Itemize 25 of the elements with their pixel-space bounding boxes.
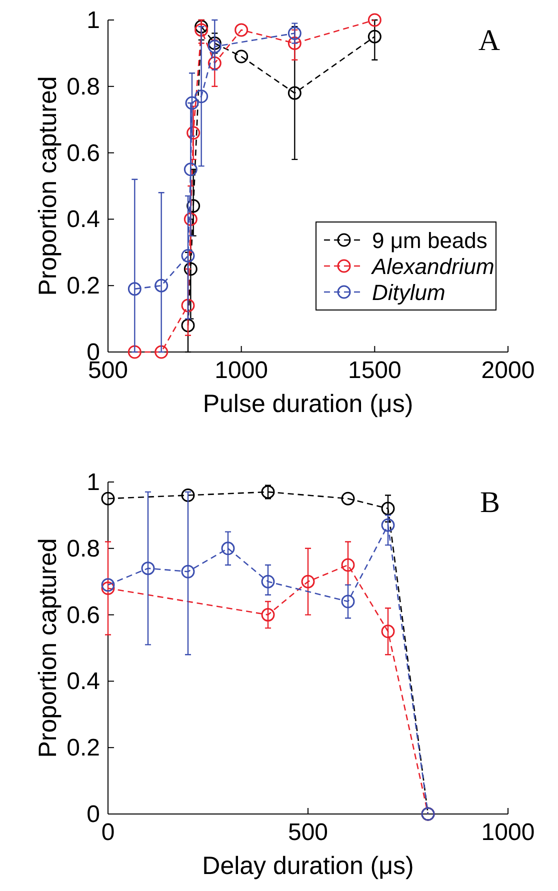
y-tick-label: 0.4 xyxy=(66,668,100,696)
x-axis-title: Delay duration (μs) xyxy=(202,852,414,880)
x-axis-title: Pulse duration (μs) xyxy=(202,390,414,418)
legend-label: Alexandrium xyxy=(370,254,494,279)
y-axis-title: Proportion captured xyxy=(34,538,62,758)
annotation: A xyxy=(478,24,500,57)
y-tick-label: 1 xyxy=(86,469,100,496)
y-tick-label: 0.2 xyxy=(66,272,100,300)
y-tick-label: 0.6 xyxy=(66,602,100,629)
x-tick-label: 500 xyxy=(288,819,328,846)
annotation: B xyxy=(480,486,500,519)
y-tick-label: 0.8 xyxy=(66,73,100,100)
x-tick-label: 1000 xyxy=(214,357,268,384)
legend-label: 9 μm beads xyxy=(372,228,488,253)
y-axis-title: Proportion captured xyxy=(34,76,62,296)
y-tick-label: 0.2 xyxy=(66,734,100,762)
y-tick-label: 1 xyxy=(86,7,100,34)
x-tick-label: 1500 xyxy=(348,357,402,384)
x-tick-label: 2000 xyxy=(481,357,535,384)
y-tick-label: 0.6 xyxy=(66,140,100,167)
x-tick-label: 1000 xyxy=(481,819,535,846)
y-tick-label: 0.4 xyxy=(66,206,100,234)
y-tick-label: 0.8 xyxy=(66,535,100,562)
legend-label: Ditylum xyxy=(372,280,446,305)
y-tick-label: 0 xyxy=(86,801,100,828)
